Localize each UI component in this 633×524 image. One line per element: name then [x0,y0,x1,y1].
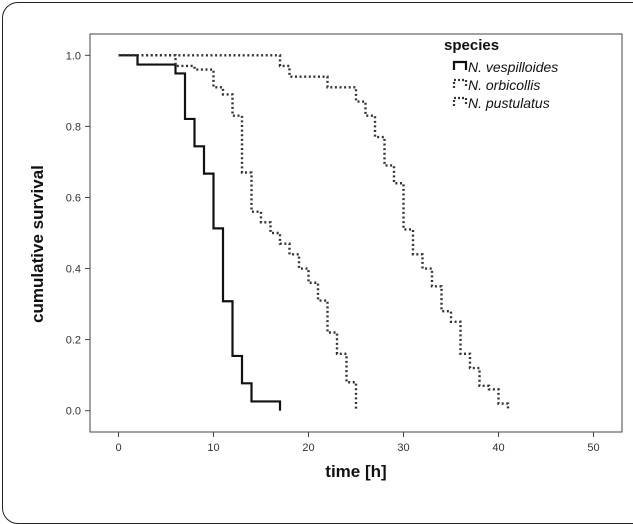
x-axis-title: time [h] [325,462,386,481]
y-tick-label: 0.0 [66,406,81,418]
y-tick-label: 1.0 [66,50,81,62]
x-tick-label: 40 [492,442,504,454]
legend-symbol-n-pustulatus [452,96,468,106]
legend-label-n-pustulatus: N. pustulatus [468,95,550,111]
series-line-n-pustulatus [118,54,510,411]
y-tick-label: 0.4 [66,264,81,276]
series-layer [118,54,510,411]
legend: species N. vespilloides N. orbicollis N. p… [444,37,558,111]
legend-label-n-orbicollis: N. orbicollis [468,77,540,93]
plot-border [89,33,623,433]
survival-chart: 0 10 20 30 40 50 0.0 0.2 0.4 0.6 0.8 1.0 cumulative… [28,33,623,481]
plot-area [89,33,623,433]
legend-title: species [444,37,499,54]
series-line-n-vespilloides [118,54,282,411]
y-tick-label: 0.8 [66,121,81,133]
legend-symbol-n-vespilloides [452,60,468,70]
axis-ticks: 0 10 20 30 40 50 0.0 0.2 0.4 0.6 0.8 1.0 [66,50,600,454]
y-tick-label: 0.6 [66,192,81,204]
legend-symbol-n-orbicollis [452,78,468,88]
series-line-n-orbicollis [118,54,358,411]
x-tick-label: 50 [587,442,599,454]
x-tick-label: 10 [207,442,219,454]
y-axis-title: cumulative survival [28,165,47,323]
y-tick-label: 0.2 [66,335,81,347]
x-tick-label: 0 [115,442,121,454]
x-tick-label: 20 [302,442,314,454]
legend-label-n-vespilloides: N. vespilloides [468,59,558,75]
x-tick-label: 30 [397,442,409,454]
